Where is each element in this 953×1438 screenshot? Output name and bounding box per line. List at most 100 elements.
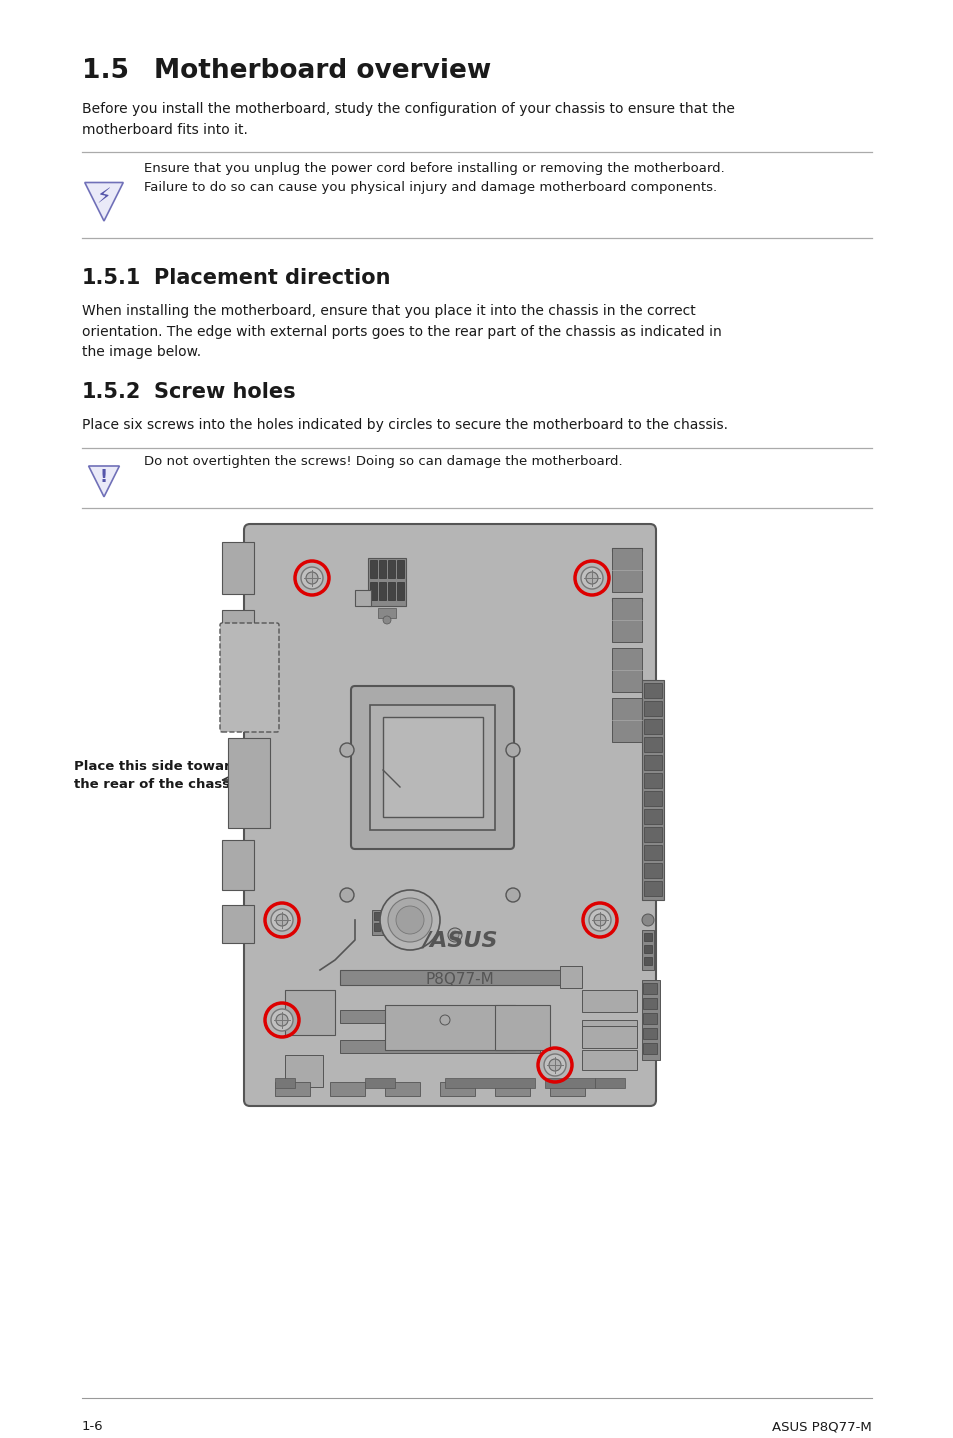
Bar <box>274 1081 310 1096</box>
Bar <box>222 840 253 890</box>
Bar <box>643 791 661 807</box>
Bar <box>643 945 651 953</box>
Bar <box>643 810 661 824</box>
Bar <box>285 989 335 1035</box>
Polygon shape <box>89 466 119 496</box>
Bar <box>388 559 395 578</box>
Bar <box>612 697 641 742</box>
Text: Screw holes: Screw holes <box>153 383 295 403</box>
Circle shape <box>271 1009 293 1031</box>
Circle shape <box>505 743 519 756</box>
Text: Placement direction: Placement direction <box>153 267 390 288</box>
Bar <box>641 981 659 1060</box>
Bar <box>382 718 482 817</box>
FancyBboxPatch shape <box>220 623 278 732</box>
Bar <box>222 610 253 659</box>
Bar <box>444 1078 535 1089</box>
Bar <box>595 1078 624 1089</box>
Bar <box>544 1078 595 1089</box>
Bar <box>612 598 641 641</box>
Bar <box>643 827 661 843</box>
Circle shape <box>382 615 391 624</box>
Text: 1.5.1: 1.5.1 <box>82 267 141 288</box>
Bar <box>370 559 376 578</box>
Bar <box>612 548 641 592</box>
Bar <box>330 1081 365 1096</box>
Bar <box>643 683 661 697</box>
FancyBboxPatch shape <box>244 523 656 1106</box>
Bar <box>641 680 663 900</box>
Bar <box>643 846 661 860</box>
Bar <box>643 719 661 733</box>
Bar <box>222 670 253 712</box>
Text: Ensure that you unplug the power cord before installing or removing the motherbo: Ensure that you unplug the power cord be… <box>144 162 724 194</box>
Bar <box>642 1012 657 1024</box>
Circle shape <box>439 1015 450 1025</box>
Bar <box>339 1040 539 1053</box>
Bar <box>228 738 270 828</box>
Bar <box>641 930 654 971</box>
Circle shape <box>306 572 317 584</box>
Bar <box>222 542 253 594</box>
Circle shape <box>275 1014 288 1025</box>
Circle shape <box>271 909 293 930</box>
Bar <box>382 912 389 920</box>
Circle shape <box>395 906 423 935</box>
Bar <box>378 582 386 600</box>
Bar <box>581 1025 637 1048</box>
Bar <box>642 984 657 994</box>
Bar <box>559 966 581 988</box>
Bar <box>581 1050 637 1070</box>
Bar <box>285 1055 323 1087</box>
Bar <box>550 1081 584 1096</box>
Text: 1-6: 1-6 <box>82 1419 104 1434</box>
Circle shape <box>275 915 288 926</box>
Bar <box>612 548 641 551</box>
Bar <box>339 1009 539 1022</box>
Bar <box>495 1005 550 1050</box>
Bar <box>378 559 386 578</box>
Bar <box>372 910 390 935</box>
Text: 1.5.2: 1.5.2 <box>82 383 141 403</box>
Bar <box>370 705 495 830</box>
Bar <box>642 1043 657 1054</box>
Bar <box>377 608 395 618</box>
Text: Place six screws into the holes indicated by circles to secure the motherboard t: Place six screws into the holes indicate… <box>82 418 727 431</box>
Circle shape <box>448 928 461 942</box>
Circle shape <box>379 890 439 951</box>
Bar <box>365 1078 395 1089</box>
Bar <box>222 905 253 943</box>
Circle shape <box>594 915 605 926</box>
Bar <box>355 590 371 605</box>
Text: Do not overtighten the screws! Doing so can damage the motherboard.: Do not overtighten the screws! Doing so … <box>144 454 622 467</box>
Text: ⚡: ⚡ <box>96 187 112 207</box>
Bar <box>388 582 395 600</box>
Text: P8Q77-M: P8Q77-M <box>425 972 494 988</box>
Circle shape <box>505 889 519 902</box>
Circle shape <box>548 1058 560 1071</box>
Bar <box>643 738 661 752</box>
Bar <box>396 559 403 578</box>
Bar <box>370 582 376 600</box>
Circle shape <box>585 572 598 584</box>
FancyBboxPatch shape <box>351 686 514 848</box>
Circle shape <box>451 930 458 939</box>
Bar <box>439 1081 475 1096</box>
Bar <box>368 558 406 605</box>
Bar <box>642 1028 657 1040</box>
Circle shape <box>339 743 354 756</box>
Polygon shape <box>85 183 123 221</box>
Bar <box>396 582 403 600</box>
Bar <box>642 998 657 1009</box>
Bar <box>643 863 661 879</box>
Bar <box>382 923 389 930</box>
Text: Place this side towards
the rear of the chassis: Place this side towards the rear of the … <box>74 759 248 791</box>
Bar <box>643 774 661 788</box>
Circle shape <box>339 889 354 902</box>
Text: Motherboard overview: Motherboard overview <box>153 58 491 83</box>
Bar <box>374 923 379 930</box>
Bar <box>385 1005 515 1050</box>
Text: ASUS P8Q77-M: ASUS P8Q77-M <box>771 1419 871 1434</box>
Bar <box>385 1081 419 1096</box>
Text: 1.5: 1.5 <box>82 58 129 83</box>
